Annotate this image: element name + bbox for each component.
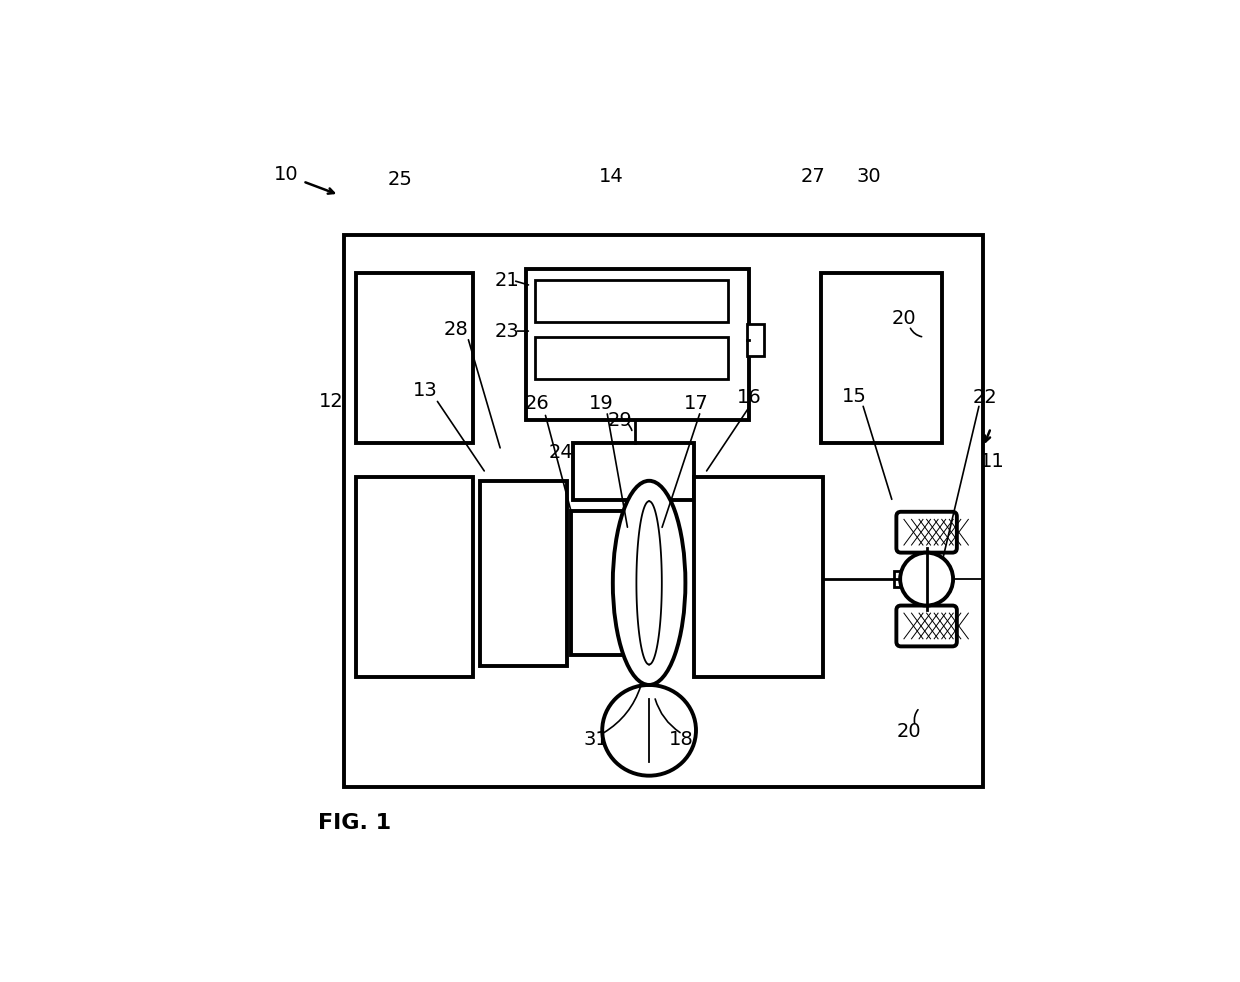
Text: 24: 24	[549, 443, 574, 462]
Text: 23: 23	[495, 321, 520, 341]
Bar	[821, 273, 941, 443]
Bar	[894, 571, 901, 587]
Text: 20: 20	[897, 723, 921, 741]
Text: 28: 28	[443, 320, 467, 339]
Text: 16: 16	[737, 388, 761, 408]
Bar	[694, 477, 823, 678]
Bar	[356, 273, 472, 443]
Bar	[480, 481, 568, 666]
Text: 31: 31	[584, 730, 609, 749]
FancyBboxPatch shape	[897, 606, 957, 646]
Bar	[526, 269, 749, 420]
Bar	[572, 511, 622, 655]
Text: 12: 12	[319, 392, 343, 410]
Ellipse shape	[603, 685, 696, 776]
Circle shape	[900, 553, 954, 606]
FancyBboxPatch shape	[897, 512, 957, 553]
Text: 15: 15	[842, 387, 867, 406]
Bar	[748, 324, 764, 356]
Text: FIG. 1: FIG. 1	[317, 812, 391, 833]
Bar	[345, 235, 983, 787]
Text: 30: 30	[856, 167, 880, 187]
Text: 29: 29	[608, 410, 632, 430]
Bar	[534, 337, 728, 379]
Bar	[356, 477, 472, 678]
Bar	[573, 443, 694, 500]
Text: 21: 21	[495, 271, 520, 290]
Ellipse shape	[613, 481, 686, 685]
Text: 19: 19	[589, 394, 614, 413]
Text: 10: 10	[274, 165, 299, 184]
Bar	[534, 281, 728, 322]
Text: 22: 22	[972, 388, 997, 408]
Text: 11: 11	[980, 453, 1004, 471]
Text: 26: 26	[525, 394, 549, 413]
Text: 14: 14	[599, 167, 624, 187]
Text: 25: 25	[387, 170, 412, 190]
Text: 17: 17	[683, 394, 708, 413]
Text: 18: 18	[668, 730, 693, 749]
Text: 20: 20	[892, 308, 916, 328]
Text: 27: 27	[801, 167, 826, 187]
Text: 13: 13	[413, 381, 438, 400]
